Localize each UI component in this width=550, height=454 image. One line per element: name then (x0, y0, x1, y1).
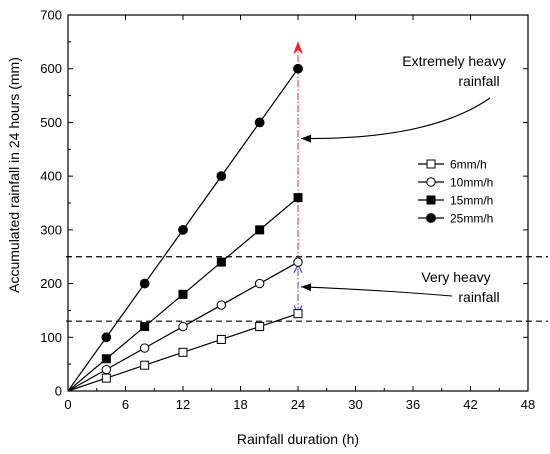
data-point (101, 354, 111, 364)
annotation-arrow-extreme-head (301, 134, 312, 143)
data-point (255, 322, 265, 332)
data-point (101, 364, 112, 375)
data-point (293, 309, 303, 319)
x-tick-label: 42 (463, 397, 477, 412)
plot-frame (67, 14, 529, 392)
x-tick-label: 48 (521, 397, 535, 412)
series-25mm-h (67, 63, 303, 392)
annotation-arrow-veryheavy-head (301, 283, 312, 292)
x-tick-label: 12 (176, 397, 190, 412)
legend-marker (426, 213, 436, 223)
y-tick-label: 600 (40, 61, 62, 76)
annotation-veryheavy-line1: Very heavy (421, 269, 490, 285)
legend-label: 6mm/h (450, 158, 487, 172)
x-tick-label: 0 (64, 397, 71, 412)
series-6mm-h (67, 309, 303, 392)
data-point (216, 171, 227, 182)
data-point (101, 373, 111, 383)
threshold-lines (66, 256, 548, 322)
annotation-veryheavy-line2: rainfall (458, 289, 499, 305)
y-tick-label: 400 (40, 169, 62, 184)
x-tick-label: 30 (348, 397, 362, 412)
data-point (140, 322, 150, 332)
data-point (254, 117, 265, 128)
range-arrows (293, 41, 303, 315)
x-axis-title: Rainfall duration (h) (237, 431, 359, 447)
data-point (139, 343, 150, 353)
annotations: Extremely heavy rainfall Very heavy rain… (300, 53, 506, 305)
data-point (178, 224, 188, 235)
y-tick-label: 300 (40, 222, 62, 237)
y-tick-label: 0 (55, 384, 62, 399)
data-point (216, 257, 226, 267)
x-tick-label: 6 (122, 397, 129, 412)
y-tick-label: 200 (40, 276, 62, 291)
data-point (139, 278, 150, 289)
series-group (67, 63, 303, 392)
y-tick-label: 700 (40, 8, 62, 23)
x-tick-label: 18 (233, 397, 247, 412)
data-point (216, 334, 226, 344)
series-15mm-h (67, 193, 303, 392)
data-point (293, 193, 303, 203)
annotation-extreme-line2: rainfall (458, 73, 499, 89)
legend-label: 10mm/h (450, 176, 493, 190)
annotation-arrow-veryheavy (300, 286, 453, 297)
data-point (178, 321, 188, 332)
y-tick-label: 100 (40, 330, 62, 345)
data-point (293, 63, 303, 74)
data-point (140, 360, 150, 370)
data-point (101, 332, 112, 343)
legend-label: 15mm/h (450, 194, 493, 208)
legend-marker (426, 177, 436, 187)
data-point (255, 225, 265, 235)
series-10mm-h (67, 257, 303, 392)
legend: 6mm/h 10mm/h 15mm/h 25mm/h (418, 158, 493, 226)
data-point (293, 257, 303, 267)
range-arrow-head (293, 41, 303, 55)
legend-marker (426, 195, 436, 205)
legend-marker (426, 159, 436, 169)
annotation-extreme-line1: Extremely heavy (402, 53, 505, 69)
data-point (216, 300, 227, 310)
legend-label: 25mm/h (450, 212, 493, 226)
data-point (254, 278, 265, 289)
data-point (178, 347, 188, 357)
data-point (178, 289, 188, 299)
annotation-arrow-extreme (300, 97, 491, 140)
y-tick-label: 500 (40, 115, 62, 130)
y-axis-title: Accumulated rainfall in 24 hours (mm) (6, 57, 22, 293)
x-tick-label: 36 (406, 397, 420, 412)
tick-labels: 0 6 12 18 24 30 36 42 48 0 100 200 300 400 500 600 700 (40, 8, 535, 413)
x-tick-label: 24 (291, 397, 305, 412)
